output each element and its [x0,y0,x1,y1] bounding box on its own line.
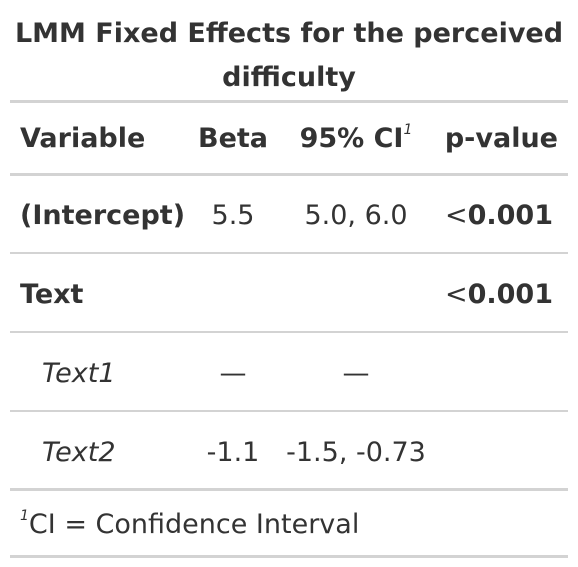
footnote-bottom-rule [10,555,568,558]
row-intercept-p-value: 0.001 [468,200,553,231]
footnote-mark: 1 [20,508,29,524]
header-ci-footnote-mark: 1 [403,122,412,138]
row-text1-beta: — [190,357,276,391]
row-text-p-prefix: < [445,279,468,310]
row-intercept-pvalue: <0.001 [436,199,553,233]
row-text1-variable: Text1 [42,357,116,391]
header-variable: Variable [20,122,145,156]
top-rule [10,100,568,103]
row-text2-beta: -1.1 [190,436,276,470]
row-divider [10,252,568,254]
row-intercept-p-prefix: < [445,200,468,231]
row-intercept-variable: (Intercept) [20,199,185,233]
row-intercept-beta: 5.5 [190,199,276,233]
header-ci-label: 95% CI [300,123,404,154]
table-title-line2: difficulty [10,56,568,100]
row-divider [10,331,568,333]
row-text-p-value: 0.001 [468,279,553,310]
row-divider [10,410,568,412]
table-title: LMM Fixed Effects for the perceived diff… [10,12,568,100]
row-text-variable: Text [20,278,83,312]
table-title-line1: LMM Fixed Effects for the perceived [10,12,568,56]
header-beta: Beta [190,122,276,156]
header-ci: 95% CI1 [286,122,426,156]
footnote-text: CI = Confidence Interval [29,509,359,540]
row-text2-variable: Text2 [42,436,116,470]
table-footnote: 1CI = Confidence Interval [20,508,359,542]
row-intercept-ci: 5.0, 6.0 [286,199,426,233]
bottom-rule [10,488,568,491]
header-rule [10,173,568,176]
header-pvalue: p-value [436,122,558,156]
row-text1-ci: — [286,357,426,391]
row-text2-ci: -1.5, -0.73 [281,436,431,470]
row-text-pvalue: <0.001 [436,278,553,312]
